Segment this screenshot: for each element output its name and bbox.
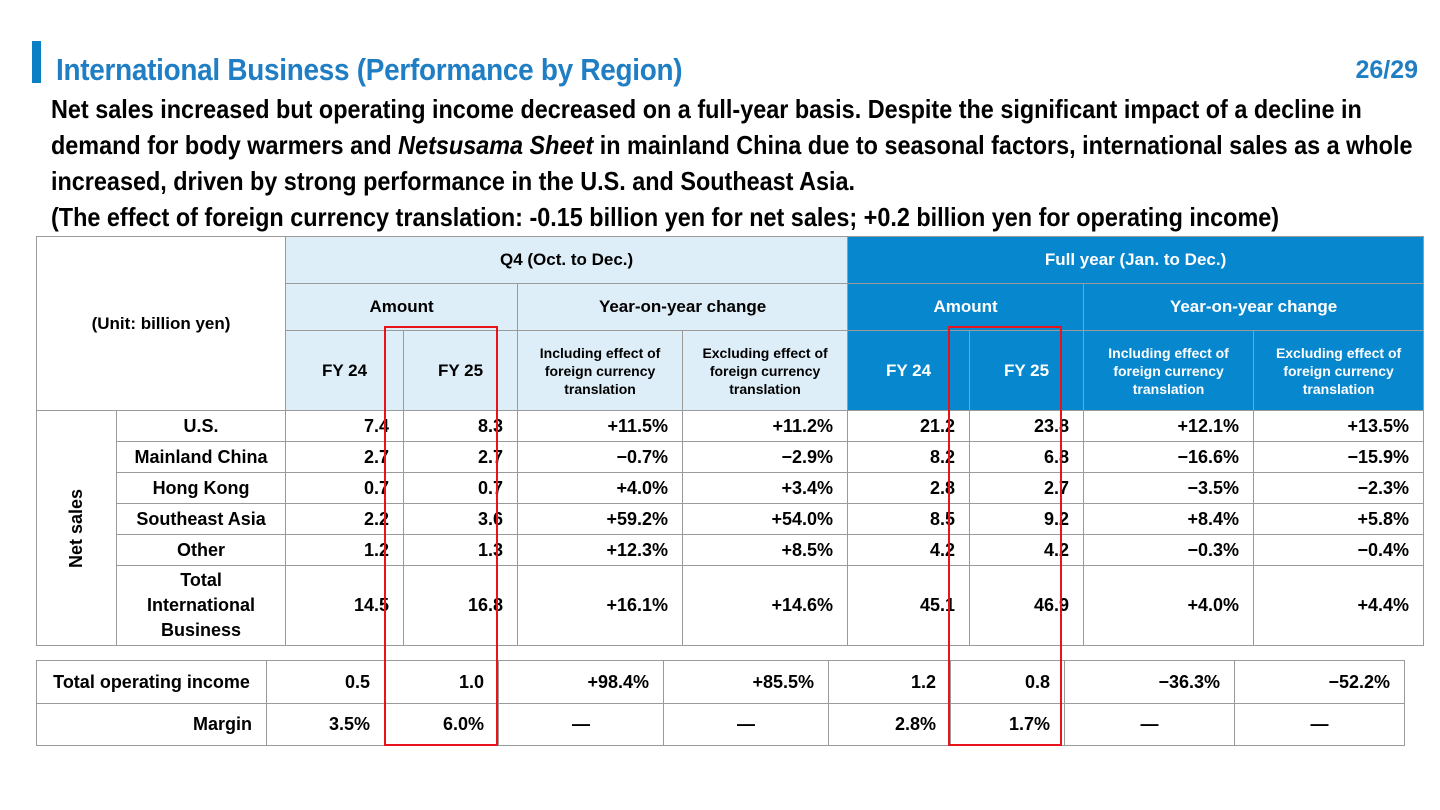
q4-fy25-highlight-box	[384, 326, 498, 746]
region-label: Hong Kong	[116, 472, 287, 504]
summary-line-1: Net sales increased but operating income…	[51, 94, 1362, 124]
product-name: Netsusama Sheet	[398, 130, 594, 160]
summary-line-3: increased, driven by strong performance …	[51, 166, 856, 196]
region-label: Other	[116, 534, 287, 566]
total-label-text: Total International Business	[147, 570, 256, 640]
margin-row: Margin 3.5% 6.0% — — 2.8% 1.7% — —	[36, 703, 1405, 746]
q4-fy25-value: 0.7	[403, 472, 519, 504]
table-row: Hong Kong 0.7 0.7 +4.0% +3.4% 2.8 2.7 −3…	[37, 472, 1425, 504]
table-row: Mainland China 2.7 2.7 −0.7% −2.9% 8.2 6…	[37, 441, 1425, 473]
net-sales-label: Net sales	[35, 410, 118, 646]
fy-including-value: —	[1064, 703, 1235, 746]
summary-line-2-end: in mainland China due to seasonal factor…	[593, 130, 1413, 160]
operating-income-row: Total operating income 0.5 1.0 +98.4% +8…	[36, 660, 1405, 704]
q4-excluding-value: +11.2%	[682, 410, 849, 442]
q4-fy25-value: 1.0	[384, 660, 499, 704]
q4-excluding-value: +14.6%	[682, 565, 849, 646]
fy-including-value: −0.3%	[1083, 534, 1255, 566]
fy-including-header: Including effect of foreign currency tra…	[1083, 330, 1255, 411]
table-row: Southeast Asia 2.2 3.6 +59.2% +54.0% 8.5…	[37, 503, 1425, 535]
total-row: Total International Business 14.5 16.8 +…	[37, 565, 1425, 646]
net-sales-table: (Unit: billion yen) Q4 (Oct. to Dec.) Fu…	[35, 236, 1425, 646]
table-row: Net sales U.S. 7.4 8.3 +11.5% +11.2% 21.…	[35, 410, 1425, 646]
q4-excluding-value: +54.0%	[682, 503, 849, 535]
fy-fy24-value: 1.2	[828, 660, 951, 704]
q4-fy25-value: 8.3	[403, 410, 519, 442]
q4-excluding-value: −2.9%	[682, 441, 849, 473]
q4-fy25-value: 16.8	[403, 565, 519, 646]
fy-including-value: +8.4%	[1083, 503, 1255, 535]
q4-including-value: +98.4%	[498, 660, 664, 704]
fy-excluding-header: Excluding effect of foreign currency tra…	[1253, 330, 1425, 411]
total-label: Total International Business	[116, 565, 287, 646]
q4-excluding-value: —	[663, 703, 829, 746]
fy-excluding-value: +5.8%	[1253, 503, 1425, 535]
q4-including-value: +4.0%	[517, 472, 684, 504]
q4-fy24-value: 3.5%	[266, 703, 385, 746]
fy-excluding-value: −15.9%	[1253, 441, 1425, 473]
q4-including-value: +11.5%	[517, 410, 684, 442]
page-title: International Business (Performance by R…	[56, 52, 683, 87]
fy-including-value: −36.3%	[1064, 660, 1235, 704]
full-year-header: Full year (Jan. to Dec.)	[847, 236, 1425, 284]
fy-fy25-value: 4.2	[969, 534, 1085, 566]
unit-label: (Unit: billion yen)	[35, 236, 287, 411]
fy-excluding-value: −52.2%	[1234, 660, 1405, 704]
page-number: 26/29	[1355, 56, 1418, 84]
q4-excluding-value: +85.5%	[663, 660, 829, 704]
region-label: U.S.	[116, 410, 287, 442]
q4-excluding-value: +8.5%	[682, 534, 849, 566]
q4-including-value: +16.1%	[517, 565, 684, 646]
operating-income-label: Total operating income	[36, 660, 267, 704]
fy-fy25-header: FY 25	[969, 330, 1085, 411]
table-row: Other 1.2 1.3 +12.3% +8.5% 4.2 4.2 −0.3%…	[37, 534, 1425, 566]
q4-fy24-value: 0.5	[266, 660, 385, 704]
operating-income-table: Total operating income 0.5 1.0 +98.4% +8…	[36, 660, 1405, 746]
fy-yoy-header: Year-on-year change	[1083, 283, 1425, 331]
summary-line-4: (The effect of foreign currency translat…	[51, 202, 1280, 232]
fy-excluding-value: +13.5%	[1253, 410, 1425, 442]
net-sales-label-text: Net sales	[66, 488, 87, 568]
fy-including-value: −16.6%	[1083, 441, 1255, 473]
q4-excluding-header: Excluding effect of foreign currency tra…	[682, 330, 849, 411]
q4-excluding-value: +3.4%	[682, 472, 849, 504]
summary-text: Net sales increased but operating income…	[51, 91, 1412, 235]
summary-line-2: demand for body warmers and Netsusama Sh…	[51, 127, 1412, 163]
fy-amount-header: Amount	[847, 283, 1085, 331]
fy-excluding-value: −0.4%	[1253, 534, 1425, 566]
fy-including-value: +4.0%	[1083, 565, 1255, 646]
title-accent-bar	[32, 41, 41, 83]
fy-including-value: +12.1%	[1083, 410, 1255, 442]
fy-including-value: −3.5%	[1083, 472, 1255, 504]
q4-including-header: Including effect of foreign currency tra…	[517, 330, 684, 411]
region-label: Southeast Asia	[116, 503, 287, 535]
q4-amount-header: Amount	[285, 283, 519, 331]
fy-fy25-highlight-box	[948, 326, 1062, 746]
q4-including-value: +12.3%	[517, 534, 684, 566]
fy-excluding-value: —	[1234, 703, 1405, 746]
fy-excluding-value: +4.4%	[1253, 565, 1425, 646]
fy-excluding-value: −2.3%	[1253, 472, 1425, 504]
fy-fy25-value: 6.8	[969, 441, 1085, 473]
q4-including-value: +59.2%	[517, 503, 684, 535]
fy-fy24-value: 2.8%	[828, 703, 951, 746]
margin-label: Margin	[36, 703, 267, 746]
q4-yoy-header: Year-on-year change	[517, 283, 849, 331]
fy-fy25-value: 46.9	[969, 565, 1085, 646]
q4-including-value: —	[498, 703, 664, 746]
q4-fy25-value: 6.0%	[384, 703, 499, 746]
q4-including-value: −0.7%	[517, 441, 684, 473]
region-label: Mainland China	[116, 441, 287, 473]
summary-line-2-start: demand for body warmers and	[51, 130, 399, 160]
q4-header: Q4 (Oct. to Dec.)	[285, 236, 849, 284]
